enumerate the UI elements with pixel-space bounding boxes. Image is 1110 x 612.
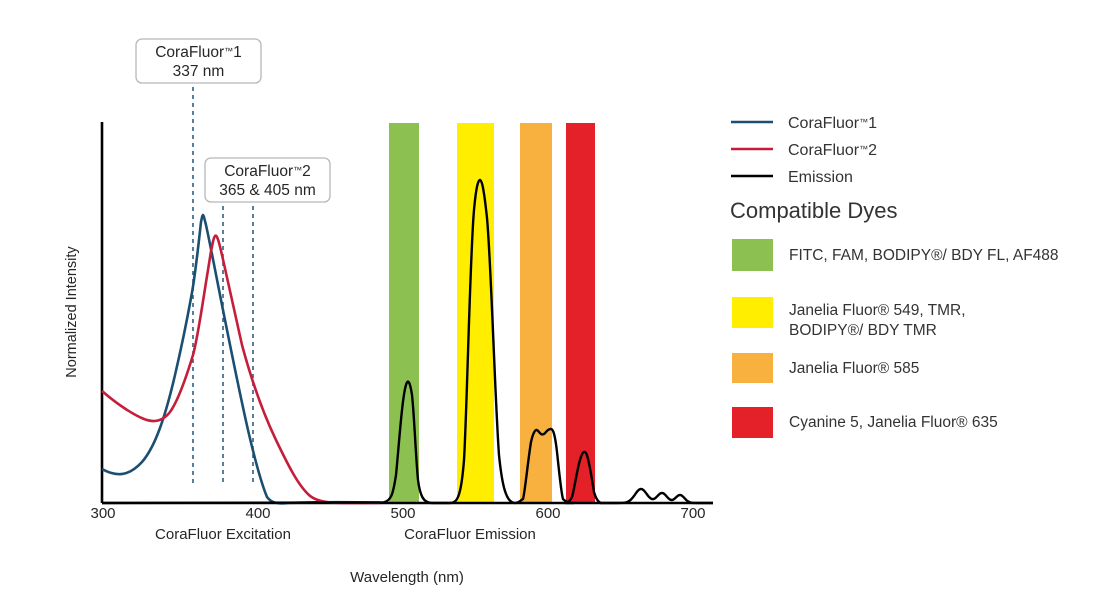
svg-text:600: 600 [535,505,560,522]
svg-text:Wavelength (nm): Wavelength (nm) [350,569,464,586]
svg-text:Emission: Emission [788,169,853,186]
svg-text:Cyanine 5, Janelia Fluor® 635: Cyanine 5, Janelia Fluor® 635 [789,414,998,431]
svg-text:500: 500 [390,505,415,522]
svg-text:365 & 405 nm: 365 & 405 nm [219,182,316,199]
svg-text:Janelia Fluor® 549, TMR,: Janelia Fluor® 549, TMR, [789,302,966,319]
svg-text:337 nm: 337 nm [173,63,225,80]
svg-text:700: 700 [680,505,705,522]
svg-text:300: 300 [90,505,115,522]
svg-text:FITC, FAM, BODIPY®/ BDY FL, AF: FITC, FAM, BODIPY®/ BDY FL, AF488 [789,247,1059,264]
svg-text:BODIPY®/ BDY TMR: BODIPY®/ BDY TMR [789,322,937,339]
svg-text:Normalized Intensity: Normalized Intensity [64,246,80,378]
svg-text:CoraFluor Excitation: CoraFluor Excitation [155,526,291,543]
svg-text:Janelia Fluor® 585: Janelia Fluor® 585 [789,360,919,377]
svg-text:CoraFluor Emission: CoraFluor Emission [404,526,536,543]
svg-text:Compatible Dyes: Compatible Dyes [730,198,898,223]
svg-text:400: 400 [245,505,270,522]
